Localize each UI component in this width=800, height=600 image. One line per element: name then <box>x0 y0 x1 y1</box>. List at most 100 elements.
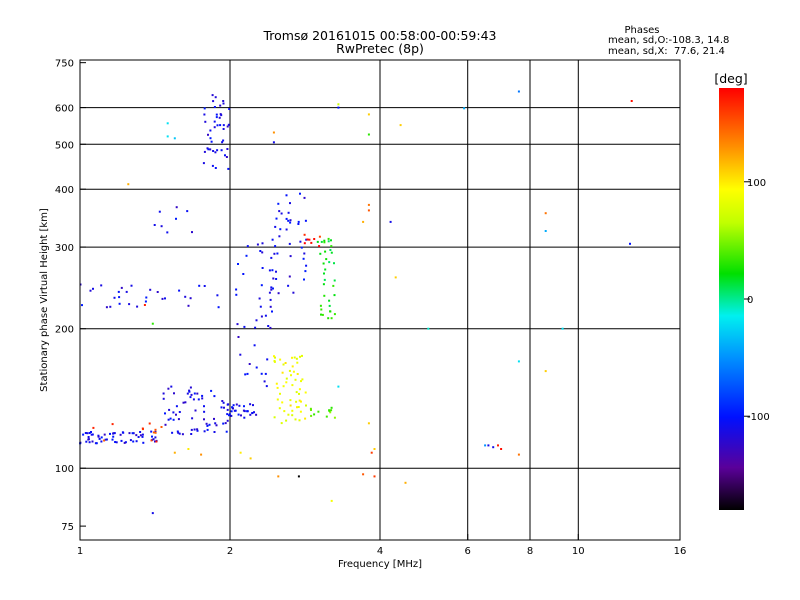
data-point <box>92 287 94 290</box>
data-point <box>313 413 316 416</box>
data-point <box>367 113 370 116</box>
data-point <box>260 284 263 287</box>
data-point <box>222 124 225 127</box>
data-point <box>272 287 274 290</box>
data-point <box>293 356 296 359</box>
y-axis-label: Stationary phase Virtual Height [km] <box>39 208 50 392</box>
data-point <box>226 408 229 411</box>
data-point <box>285 381 288 384</box>
data-point <box>175 405 178 408</box>
data-point <box>318 245 321 248</box>
data-point <box>186 392 189 395</box>
data-point <box>193 428 196 431</box>
data-point <box>264 372 267 375</box>
data-point <box>332 284 335 287</box>
data-point <box>90 431 92 433</box>
data-point <box>274 356 276 359</box>
data-point <box>232 404 235 407</box>
data-point <box>154 440 156 443</box>
data-point <box>242 273 245 275</box>
data-point <box>259 250 262 252</box>
data-point <box>198 284 201 287</box>
data-point <box>149 288 152 291</box>
data-point <box>141 433 144 436</box>
y-tick-label: 75 <box>61 522 74 533</box>
data-point <box>304 417 307 420</box>
data-point <box>193 392 196 395</box>
data-point <box>264 314 267 317</box>
data-point <box>294 378 297 381</box>
data-point <box>285 194 288 197</box>
data-point <box>249 457 252 460</box>
data-point <box>266 358 269 361</box>
data-point <box>213 126 216 129</box>
data-point <box>237 263 239 265</box>
data-point <box>164 423 167 426</box>
data-point <box>222 139 225 142</box>
data-point <box>281 371 284 374</box>
data-point <box>275 217 278 220</box>
data-point <box>111 423 114 426</box>
data-point <box>273 252 276 255</box>
data-point <box>213 395 216 398</box>
data-point <box>330 251 333 254</box>
y-tick-label: 600 <box>55 104 74 115</box>
data-point <box>243 325 246 328</box>
data-point <box>184 295 187 298</box>
data-point <box>300 400 302 403</box>
data-point <box>289 404 292 407</box>
data-point <box>269 298 272 301</box>
data-point <box>150 439 153 442</box>
data-point <box>319 252 322 255</box>
data-point <box>265 385 268 388</box>
data-point <box>329 249 332 251</box>
data-point <box>103 439 106 442</box>
data-point <box>297 223 300 225</box>
data-point <box>97 435 100 438</box>
data-point <box>629 242 631 245</box>
data-point <box>88 441 91 444</box>
x-tick-label: 2 <box>227 546 233 557</box>
data-point <box>291 414 294 417</box>
data-point <box>223 406 225 409</box>
data-point <box>301 378 304 381</box>
data-point <box>203 107 206 110</box>
data-point <box>305 404 307 407</box>
data-point <box>214 96 217 99</box>
data-point <box>90 433 93 436</box>
data-point <box>95 442 98 445</box>
data-point <box>306 238 309 241</box>
data-point <box>89 289 92 292</box>
colorbar-tick-label: 0 <box>747 295 753 306</box>
y-tick-label: 300 <box>55 243 74 254</box>
data-point <box>178 432 181 435</box>
data-point <box>172 418 175 421</box>
data-point <box>104 438 107 441</box>
data-point <box>278 235 281 238</box>
data-point <box>309 407 312 410</box>
data-point <box>320 308 323 311</box>
x-tick-label: 1 <box>77 546 83 557</box>
data-point <box>206 428 209 431</box>
data-point <box>298 388 301 391</box>
data-point <box>329 310 332 313</box>
data-point <box>221 400 224 402</box>
data-point <box>173 392 175 395</box>
data-point <box>115 441 118 444</box>
x-axis-label: Frequency [MHz] <box>338 559 422 570</box>
data-point <box>271 310 273 313</box>
data-point <box>260 372 263 375</box>
data-point <box>297 406 300 408</box>
data-point <box>215 116 218 119</box>
data-point <box>92 426 95 429</box>
data-point <box>246 372 249 375</box>
data-point <box>253 411 255 414</box>
data-point <box>111 438 114 441</box>
data-point <box>194 409 197 412</box>
data-point <box>292 291 295 294</box>
data-point <box>255 319 258 322</box>
data-point <box>100 436 103 439</box>
data-point <box>274 245 277 248</box>
data-point <box>222 102 225 105</box>
data-point <box>218 116 221 119</box>
